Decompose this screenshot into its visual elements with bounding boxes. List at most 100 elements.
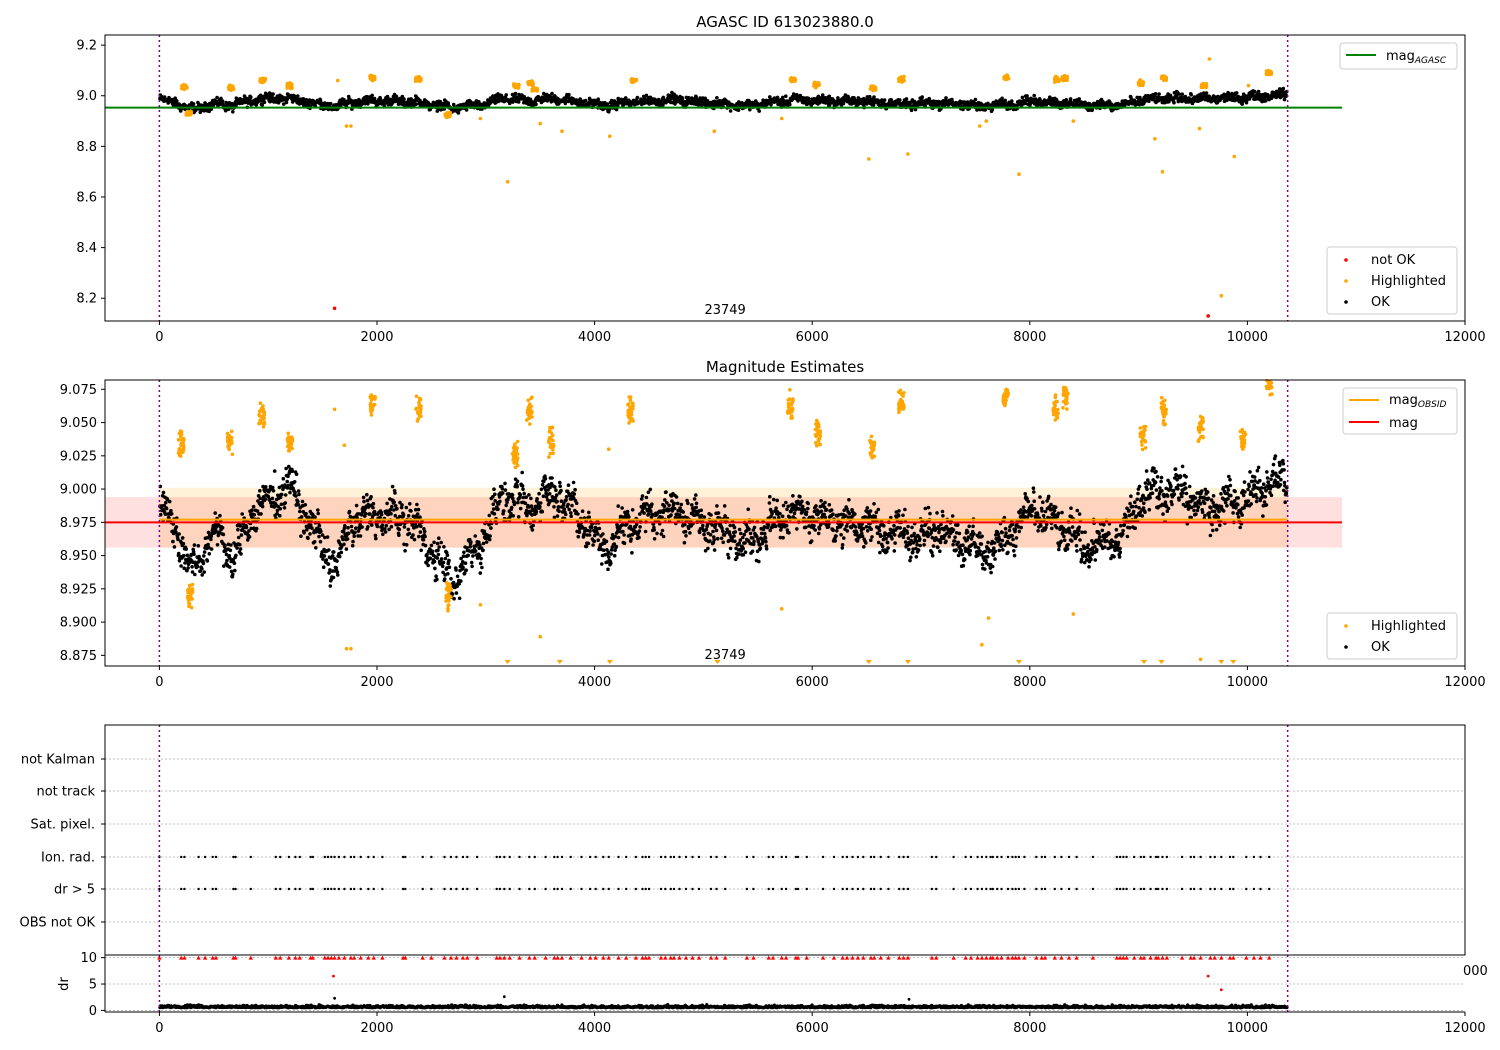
agasc-highlighted-point (817, 83, 821, 87)
agasc-highlighted-point (183, 84, 187, 88)
magnitude-ok-point (417, 534, 421, 539)
agasc-highlighted-point (289, 86, 293, 91)
magnitude-ok-point (215, 543, 220, 547)
magnitude-ok-point (235, 546, 239, 550)
magnitude-ok-point (509, 505, 514, 510)
magnitude-ok-point (179, 564, 183, 568)
magnitude-ok-point (298, 509, 302, 514)
agasc-ok-point (1032, 93, 1036, 98)
agasc-ok-point (451, 102, 456, 107)
magnitude-ok-point (390, 484, 395, 489)
magnitude-ok-point (468, 544, 473, 549)
magnitude-ok-point (648, 487, 653, 492)
magnitude-ok-point (434, 574, 438, 578)
agasc-ok-point (1189, 93, 1193, 97)
magnitude-ok-point (318, 539, 323, 544)
magnitude-ok-point (436, 548, 440, 552)
magnitude-ok-point (521, 487, 525, 492)
magnitude-ok-point (706, 546, 710, 551)
magnitude-ok-point (492, 487, 496, 492)
magnitude-ok-point (446, 572, 450, 576)
magnitude-ok-point (625, 509, 630, 514)
agasc-ok-point (715, 96, 719, 100)
magnitude-ok-point (393, 513, 398, 518)
magnitude-ok-point (177, 532, 181, 536)
magnitude-ok-point (535, 497, 539, 501)
agasc-highlighted-outlier (779, 116, 784, 121)
magnitude-ok-point (432, 559, 437, 564)
magnitude-ok-point (202, 570, 206, 574)
magnitude-ok-point (503, 481, 507, 486)
agasc-ytick-label: 8.2 (76, 292, 97, 307)
magnitude-ok-point (258, 496, 263, 501)
magnitude-ok-point (278, 513, 282, 518)
legend-label-highlighted: Highlighted (1371, 274, 1446, 289)
magnitude-ok-point (238, 547, 243, 551)
agasc-ok-point (898, 98, 902, 102)
magnitude-ok-point (538, 501, 543, 505)
magnitude-ok-point (234, 553, 238, 558)
agasc-ok-point (219, 96, 223, 101)
magnitude-ok-point (488, 534, 492, 538)
agasc-ok-point (1281, 86, 1286, 91)
magnitude-ok-point (325, 535, 330, 539)
magnitude-ok-point (228, 548, 233, 553)
magnitude-ok-point (375, 524, 380, 529)
magnitude-ok-point (225, 558, 229, 563)
agasc-ok-point (757, 109, 761, 113)
magnitude-ok-point (466, 553, 471, 558)
magnitude-ok-point (522, 491, 526, 496)
agasc-ok-point (596, 97, 600, 101)
agasc-highlighted-outlier (344, 124, 349, 128)
magnitude-ok-point (385, 501, 389, 506)
magnitude-ok-point (638, 525, 642, 529)
magnitude-ok-point (688, 531, 692, 535)
agasc-ok-point (394, 94, 399, 99)
magnitude-ok-point (697, 530, 702, 535)
magnitude-ok-point (622, 533, 626, 537)
magnitude-ok-point (337, 554, 342, 559)
magnitude-ok-point (681, 510, 685, 514)
agasc-highlighted-point (180, 86, 184, 91)
magnitude-ok-point (570, 503, 574, 508)
magnitude-ok-point (317, 523, 322, 528)
magnitude-ok-point (508, 514, 512, 519)
magnitude-ok-point (516, 500, 520, 505)
agasc-ok-point (769, 103, 773, 107)
magnitude-ok-point (238, 542, 242, 547)
magnitude-ok-point (304, 511, 308, 516)
magnitude-ok-point (343, 524, 347, 528)
magnitude-ok-point (423, 534, 427, 539)
magnitude-ok-point (503, 488, 508, 492)
magnitude-ok-point (442, 545, 446, 549)
magnitude-ok-point (484, 540, 489, 544)
magnitude-ok-point (592, 539, 597, 543)
magnitude-ok-point (300, 499, 305, 504)
magnitude-ok-point (690, 503, 694, 507)
magnitude-ok-point (457, 596, 462, 601)
magnitude-ok-point (260, 504, 265, 509)
agasc-highlighted-outlier (560, 129, 564, 133)
magnitude-ok-point (513, 501, 517, 505)
magnitude-ok-point (180, 536, 185, 540)
agasc-highlighted-point (1136, 80, 1141, 85)
magnitude-ok-point (366, 525, 370, 529)
agasc-ok-point (1172, 100, 1176, 105)
magnitude-ok-point (686, 501, 690, 506)
magnitude-ok-point (442, 577, 447, 581)
magnitude-ok-point (556, 505, 561, 509)
agasc-status-legend: not OK Highlighted OK (1326, 246, 1458, 315)
agasc-highlighted-point (370, 75, 375, 80)
magnitude-ok-point (461, 565, 465, 570)
magnitude-ok-point (489, 526, 493, 530)
magnitude-ok-point (161, 490, 166, 495)
magnitude-ok-point (209, 537, 213, 542)
agasc-highlighted-point (1002, 75, 1006, 80)
magnitude-ok-point (296, 502, 301, 507)
magnitude-ok-point (510, 493, 515, 498)
magnitude-ok-point (449, 577, 453, 581)
magnitude-ok-point (400, 503, 404, 507)
magnitude-ok-point (463, 561, 468, 565)
agasc-ok-point (284, 100, 289, 105)
magnitude-ok-point (292, 480, 297, 484)
